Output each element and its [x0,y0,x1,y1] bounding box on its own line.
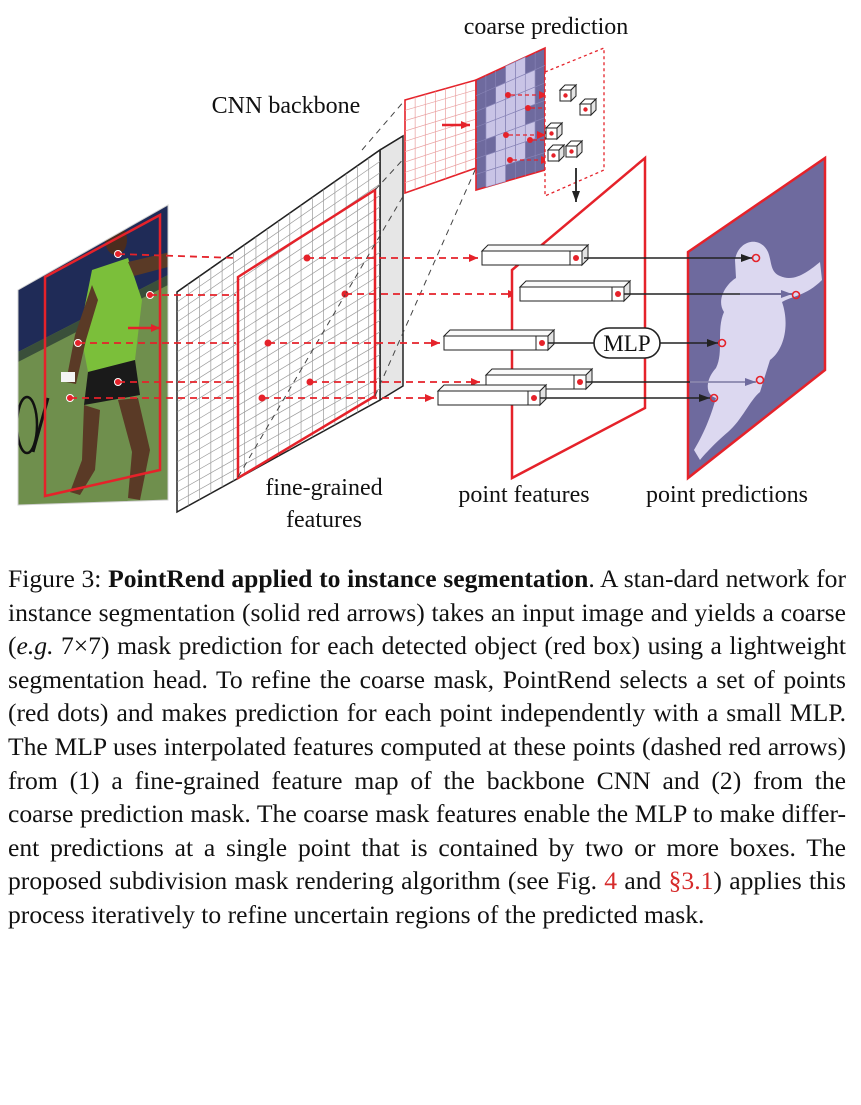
point-dot [507,157,513,163]
feature-vector [480,243,590,267]
mlp-node: MLP [593,327,661,359]
label-fine-grained: fine-grained [265,475,382,501]
point-dot [505,92,511,98]
coarse-prediction [404,46,605,202]
caption-prefix: Figure 3: [8,564,109,593]
mlp-label: MLP [603,331,650,356]
feature-vector [442,328,556,352]
pointrend-figure: MLP coarse prediction CNN backbone fine-… [17,14,827,533]
caption-text: ) applies this process iteratively to re… [8,866,846,929]
point-features-plane [510,155,647,481]
detection-box [43,212,162,498]
point-dot [531,395,537,401]
point-dot [527,137,533,143]
label-coarse-prediction: coarse prediction [464,14,629,40]
point-dot [717,338,727,348]
dashed-red-arrows [70,253,517,402]
label-point-predictions: point predictions [646,482,808,508]
label-features: features [286,507,362,533]
point-dot [751,253,761,263]
feature-vector [436,383,548,407]
point-dot [525,105,531,111]
caption-text: and [617,866,669,896]
point-dot [709,393,719,403]
label-cnn-backbone: CNN backbone [212,93,361,119]
figure-reference-link[interactable]: 4 [604,866,618,896]
feature-vector [518,279,632,303]
output-arrows [540,254,792,402]
caption-eg: e.g. [16,631,54,661]
figure-caption: Figure 3: PointRend applied to instance … [8,562,846,932]
caption-text: . A stan-dard network for instance segme… [8,564,846,661]
cnn-backbone-volume [176,134,404,514]
point-dot [791,290,801,300]
point-predictions-plane [686,155,827,481]
caption-title: PointRend applied to instance segmentati… [108,564,589,593]
point-dot [755,375,765,385]
point-dot [503,132,509,138]
point-dot [577,379,583,385]
feature-vectors [436,243,632,407]
label-point-features: point features [458,482,589,508]
caption-text: 7×7) mask prediction for each detected o… [8,631,846,896]
point-dot [539,340,545,346]
section-reference-link[interactable]: §3.1 [668,866,714,896]
photo-border [17,204,169,506]
point-dot [573,255,579,261]
point-dot [615,291,621,297]
